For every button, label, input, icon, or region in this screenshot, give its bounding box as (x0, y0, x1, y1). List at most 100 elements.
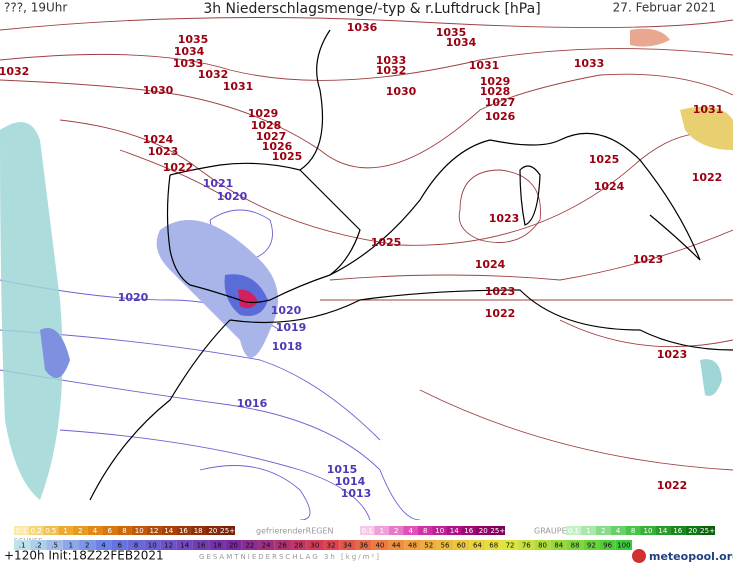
legend-label: 8 (631, 527, 635, 535)
isobar-label: 1029 (480, 75, 511, 88)
isobar-label: 1026 (262, 140, 293, 153)
legend-cell (209, 540, 226, 550)
legend-label: 0.1 (362, 527, 373, 535)
isobar-label: 1036 (347, 21, 378, 34)
legend-cell (403, 526, 418, 535)
legend-label: 4 (101, 542, 106, 550)
legend-label: 14 (658, 527, 667, 535)
legend-cell (225, 540, 242, 550)
freezing-rain-title: gefrierenderREGEN (256, 527, 334, 536)
legend-cell (161, 526, 177, 535)
legend-label: 14 (180, 542, 189, 550)
legend-cell (87, 526, 103, 535)
legend-label: 34 (343, 542, 352, 550)
legend-cell (95, 540, 112, 550)
precipitation (0, 28, 733, 500)
legend-cell (583, 540, 600, 550)
isobar-label: 1026 (485, 110, 516, 123)
isobar-label: 1035 (178, 33, 209, 46)
legend-label: 1 (380, 527, 384, 535)
legend-cell (670, 526, 686, 535)
isobar-label: 1021 (203, 177, 234, 190)
legend-cell (655, 526, 671, 535)
isobar-label: 1025 (371, 236, 402, 249)
legend-cell (599, 540, 616, 550)
legend-label: .5 (51, 542, 58, 550)
legend-cell (79, 540, 96, 550)
legend-label: 64 (473, 542, 482, 550)
legend-cell (62, 540, 80, 550)
isobar-label: 1023 (485, 285, 516, 298)
isobar-label: 1032 (198, 68, 229, 81)
legend-cell (144, 540, 161, 550)
legend-cell (404, 540, 421, 550)
legend-cell (306, 540, 323, 550)
legend-label: 2 (78, 527, 82, 535)
legend-cell (146, 526, 162, 535)
date-label: 27. Februar 2021 (613, 1, 716, 15)
legend-label: 2 (394, 527, 398, 535)
legend-label: 22 (245, 542, 254, 550)
legend-cell (615, 540, 632, 550)
legend-cell (595, 526, 611, 535)
isobar-label: 1020 (118, 291, 149, 304)
legend-label: 12 (150, 527, 159, 535)
legend-label: 28 (294, 542, 303, 550)
legend-cell (640, 526, 656, 535)
legend-label: 32 (327, 542, 336, 550)
legend-label: 12 (164, 542, 173, 550)
isobar-label: 1034 (446, 36, 477, 49)
legend-cell (501, 540, 519, 550)
isobar-label: 1029 (248, 107, 279, 120)
legend-label: 2 (85, 542, 89, 550)
isobar-label: 1034 (174, 45, 205, 58)
isobar-label: 1028 (480, 85, 511, 98)
isobar-label: 1031 (223, 80, 254, 93)
legend-cell (127, 540, 145, 550)
isobar-label: 1024 (143, 133, 174, 146)
legend-cell (176, 526, 191, 535)
isobar-label: 1018 (272, 340, 303, 353)
legend-label: 0.1 (568, 527, 579, 535)
graupel-title: GRAUPEL (534, 527, 572, 536)
legend-cell (518, 540, 535, 550)
legend-label: 92 (587, 542, 596, 550)
legend-label: 56 (441, 542, 450, 550)
isobar-label: 1031 (469, 59, 500, 72)
legend-cell (274, 540, 291, 550)
isobar-label: 1030 (386, 85, 417, 98)
legend-label: 52 (424, 542, 433, 550)
time-label: ???, 19Uhr (4, 1, 67, 15)
isobar-label: 1032 (376, 64, 407, 77)
legend-label: 10 (148, 542, 157, 550)
isobar-label: 1015 (327, 463, 358, 476)
legend-cell (374, 526, 389, 535)
legend-label: 20 (688, 527, 697, 535)
isobar-label: 1030 (143, 84, 174, 97)
legend-label: 96 (603, 542, 612, 550)
legend-label: 76 (522, 542, 531, 550)
legend-label: .1 (19, 542, 26, 550)
legend-label: 18 (213, 542, 222, 550)
legend-cell (566, 540, 584, 550)
legend-label: 25+ (220, 527, 235, 535)
legend-cell (469, 540, 486, 550)
legend-cell (420, 540, 437, 550)
run-info: +120h Init:18Z22FEB2021 (4, 549, 164, 563)
isobar-label: 1033 (574, 57, 605, 70)
legend-label: 36 (359, 542, 368, 550)
legend-label: 25+ (490, 527, 505, 535)
legend-cell (490, 526, 505, 535)
legend-label: 2 (601, 527, 605, 535)
legend-cell (290, 540, 307, 550)
legend-label: 0.5 (45, 527, 56, 535)
legend-label: 88 (571, 542, 580, 550)
isobar-label: 1025 (589, 153, 620, 166)
legend-label: 16 (197, 542, 206, 550)
isobar-label: 1025 (272, 150, 303, 163)
brand: meteopool.org (649, 550, 733, 563)
legend-cell (160, 540, 177, 550)
isobar-label: 1014 (335, 475, 366, 488)
isobar-label: 1022 (163, 161, 194, 174)
legend-cell (447, 526, 462, 535)
